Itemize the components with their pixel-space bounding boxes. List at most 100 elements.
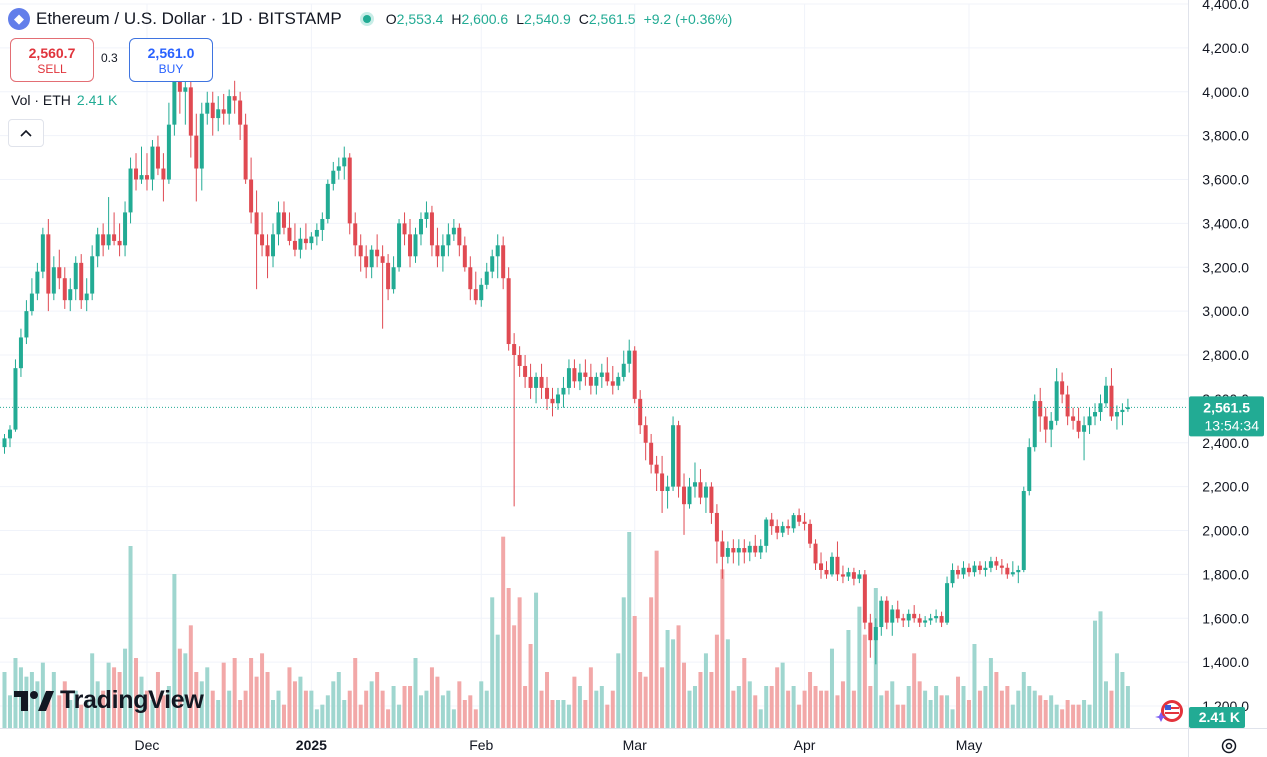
candle [123, 201, 128, 257]
candle-body [692, 482, 697, 487]
y-tick-label: 3,000.0 [1202, 303, 1249, 319]
candle [292, 223, 297, 257]
candle [769, 512, 774, 535]
volume-bar [84, 700, 89, 728]
spread-value: 0.3 [101, 51, 118, 65]
y-tick-label: 4,200.0 [1202, 40, 1249, 56]
volume-bar [79, 704, 84, 728]
candle-body [758, 545, 763, 553]
volume-bar [402, 686, 407, 728]
candle [1087, 407, 1092, 434]
candle [68, 278, 73, 312]
volume-badge: 2.41 K [1189, 707, 1245, 728]
candle [90, 245, 95, 301]
volume-bar [106, 662, 111, 728]
candle-body [890, 609, 895, 623]
x-tick-label: May [956, 737, 982, 753]
volume-bar [139, 676, 144, 728]
candle [879, 596, 884, 636]
volume-bar [610, 690, 615, 728]
volume-bar [709, 672, 714, 728]
volume-bar [101, 690, 106, 728]
candle [550, 387, 555, 417]
candle [353, 212, 358, 257]
candle [731, 539, 736, 564]
candle [862, 569, 867, 630]
candle [227, 89, 232, 125]
candle-body [983, 567, 988, 570]
volume-bar [90, 653, 95, 728]
volume-bar [347, 690, 352, 728]
candle-body [555, 394, 560, 404]
candle-body [79, 262, 84, 301]
volume-bar [879, 695, 884, 728]
candle [901, 613, 906, 628]
economic-event-icon [1155, 700, 1183, 722]
close-value: 2,561.5 [588, 11, 636, 27]
bar-countdown: 13:54:34 [1205, 417, 1260, 433]
candle-body [583, 372, 588, 377]
chart-settings-button[interactable] [1218, 735, 1240, 757]
candle [988, 556, 993, 573]
candle [605, 357, 610, 386]
candle [725, 541, 730, 564]
buy-button[interactable]: 2,561.0 BUY [129, 38, 213, 82]
candle [676, 420, 681, 498]
volume-bar [577, 686, 582, 728]
candle [813, 539, 818, 570]
candle [342, 146, 347, 180]
volume-bar [397, 704, 402, 728]
candle [484, 262, 489, 290]
candle-body [139, 175, 144, 180]
candle [1103, 376, 1108, 408]
candle-body [68, 289, 73, 301]
candle-body [292, 240, 297, 250]
volume-bar [1125, 686, 1130, 728]
close-label: C [578, 11, 589, 27]
volume-bar [451, 709, 456, 728]
volume-bar [18, 667, 23, 728]
candle [254, 190, 259, 290]
y-tick-label: 3,800.0 [1202, 128, 1249, 144]
candle [654, 455, 659, 492]
candle-body [731, 548, 736, 553]
candle [1060, 372, 1065, 404]
candle [517, 346, 522, 377]
candle-body [336, 166, 341, 171]
candle [495, 234, 500, 279]
candle-body [1087, 416, 1092, 426]
candle [824, 561, 829, 579]
candle-body [216, 109, 221, 119]
candle [238, 91, 243, 141]
candle-body [408, 234, 413, 257]
volume-bar [468, 695, 473, 728]
volume-bar [824, 690, 829, 728]
volume-legend[interactable]: Vol · ETH 2.41 K [11, 92, 117, 108]
candle [736, 539, 741, 566]
candle [1021, 486, 1026, 573]
low-value: 2,540.9 [524, 11, 571, 27]
sell-button[interactable]: 2,560.7 SELL [10, 38, 94, 82]
candle [501, 236, 506, 290]
candle [276, 201, 281, 246]
volume-bar [161, 695, 166, 728]
volume-bar [528, 644, 533, 728]
candle [506, 267, 511, 351]
candle [413, 227, 418, 263]
candle-body [764, 519, 769, 546]
candle [594, 372, 599, 395]
collapse-legend-button[interactable] [8, 119, 44, 147]
candle [934, 609, 939, 623]
tradingview-logo[interactable]: TradingView [14, 686, 204, 715]
candle-body [643, 425, 648, 443]
volume-bar [736, 686, 741, 728]
volume-bar [2, 672, 7, 728]
candle [709, 482, 714, 524]
volume-bar [550, 700, 555, 728]
symbol-title[interactable]: Ethereum / U.S. Dollar · 1D · BITSTAMP [36, 9, 342, 28]
candle-body [824, 569, 829, 575]
candle-body [265, 245, 270, 257]
candle [1054, 368, 1059, 426]
candle [999, 559, 1004, 575]
